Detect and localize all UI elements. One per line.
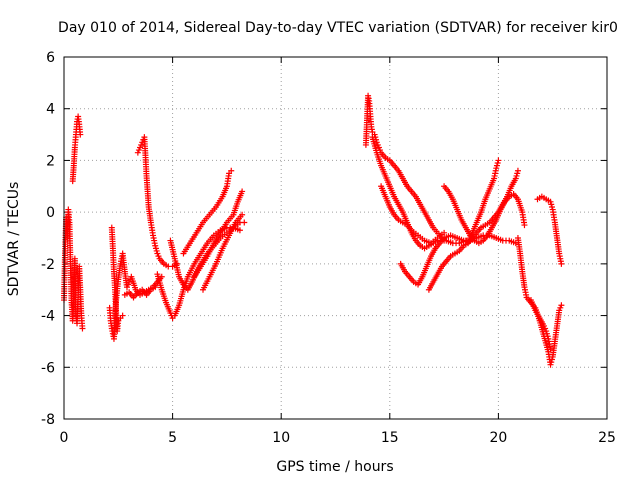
y-axis-ticks: -8 -6 -4 -2 0 2 4 6 — [41, 50, 607, 428]
data-point — [558, 302, 565, 309]
data-point — [119, 312, 126, 319]
plot-frame — [63, 56, 608, 420]
y-tick-label: -6 — [41, 360, 55, 376]
x-tick-label: 10 — [272, 430, 290, 446]
y-tick-label: -2 — [41, 257, 55, 273]
data-point — [558, 260, 565, 267]
data-point — [79, 325, 86, 332]
series-arc-s — [514, 235, 565, 368]
y-tick-label: -4 — [41, 309, 55, 325]
series-arc-a — [61, 206, 86, 332]
series-arc-n — [378, 183, 448, 247]
x-tick-label: 5 — [168, 430, 177, 446]
data-point — [152, 284, 159, 291]
series-arc-b — [69, 113, 84, 185]
grid-lines — [64, 57, 607, 419]
data-point — [236, 227, 243, 234]
data-point — [239, 211, 246, 218]
y-tick-label: 6 — [46, 50, 55, 66]
series-arc-e — [134, 134, 180, 270]
data-point — [441, 229, 448, 236]
x-tick-label: 25 — [598, 430, 616, 446]
series-arc-d — [108, 224, 126, 335]
series-arc-k — [200, 211, 246, 293]
y-tick-label: 2 — [46, 153, 55, 169]
series-arc-j — [191, 188, 246, 280]
data-point — [495, 157, 502, 164]
data-point — [521, 222, 528, 229]
data-points — [61, 92, 565, 368]
series-arc-r — [464, 157, 502, 247]
x-tick-label: 15 — [381, 430, 399, 446]
data-point — [77, 131, 84, 138]
x-axis-label: GPS time / hours — [276, 459, 393, 475]
y-tick-label: -8 — [41, 412, 55, 428]
data-point — [514, 167, 521, 174]
data-point — [241, 219, 248, 226]
y-axis-label: SDTVAR / TECUs — [6, 182, 22, 297]
series-arc-u — [527, 297, 554, 353]
chart-title: Day 010 of 2014, Sidereal Day-to-day VTE… — [58, 20, 618, 36]
series-arc-t — [534, 193, 565, 267]
y-tick-label: 0 — [46, 205, 55, 221]
y-tick-label: 4 — [46, 102, 55, 118]
series-arc-f — [121, 284, 159, 301]
data-point — [228, 167, 235, 174]
x-tick-label: 20 — [489, 430, 507, 446]
x-tick-label: 0 — [60, 430, 69, 446]
x-axis-ticks: 0 5 10 15 20 25 — [60, 57, 616, 446]
data-point — [547, 346, 554, 353]
series-arc-i — [180, 167, 235, 257]
series-arc-l — [362, 92, 469, 247]
data-point — [239, 188, 246, 195]
